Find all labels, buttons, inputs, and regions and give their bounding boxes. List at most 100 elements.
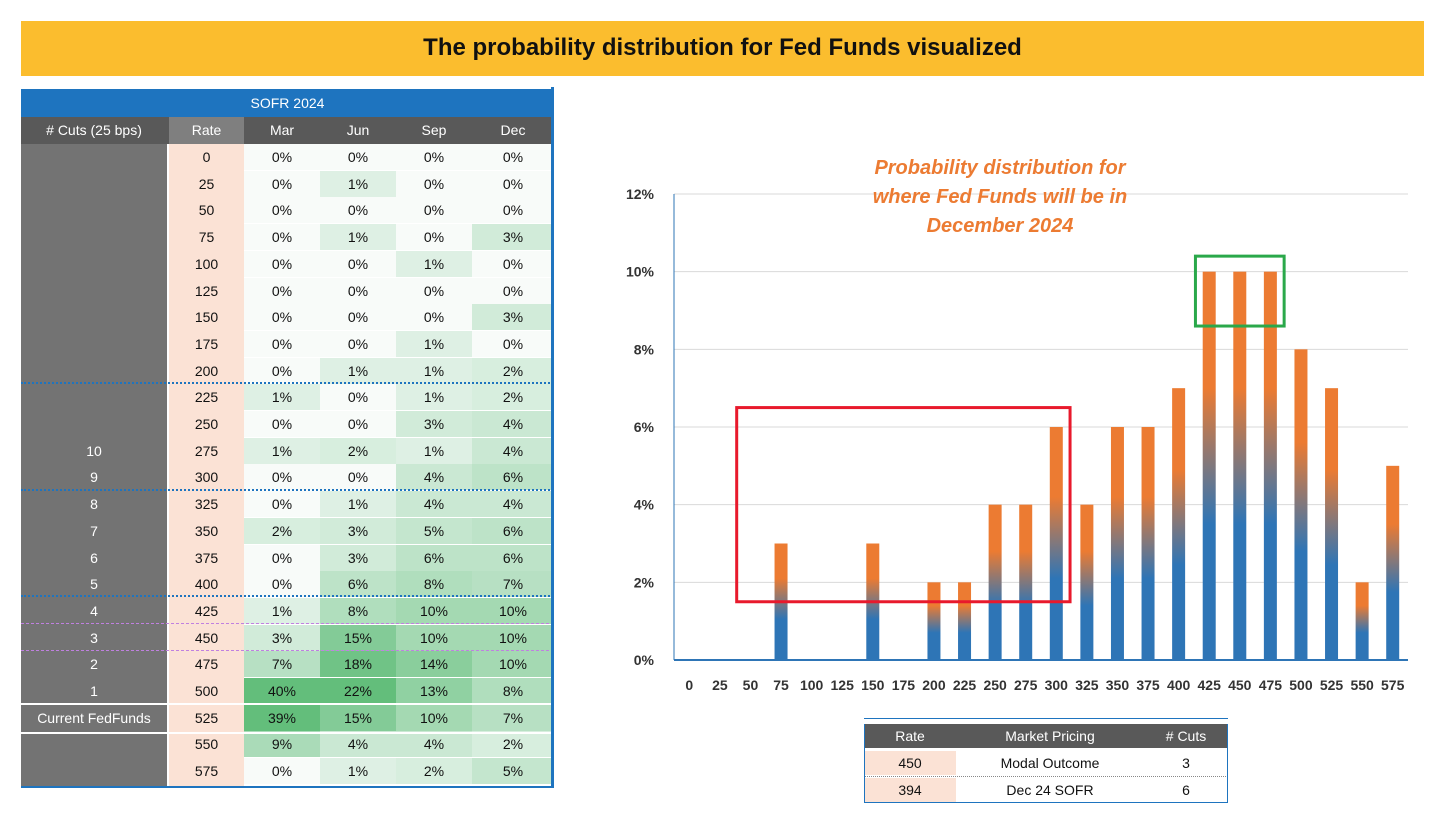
probability-cell: 10% [472, 597, 554, 624]
probability-cell: 9% [244, 731, 320, 758]
probability-cell: 22% [320, 678, 396, 704]
probability-cell: 0% [320, 144, 396, 170]
rate-cell: 200 [194, 362, 219, 379]
sofr-table: SOFR 2024 # Cuts (25 bps) Rate Mar Jun S… [21, 87, 557, 789]
rate-cell: 150 [194, 309, 219, 326]
rate-cell: 50 [198, 202, 215, 219]
cuts-cell: 6 [1182, 782, 1190, 798]
probability-cell: 1% [396, 437, 472, 464]
bar-450 [1233, 271, 1247, 660]
table-row: 450 Modal Outcome 3 [864, 751, 1228, 775]
row-separator [21, 623, 554, 624]
x-tick-label: 225 [953, 677, 977, 693]
probability-cell: 0% [396, 144, 472, 170]
row-separator [21, 703, 554, 705]
rate-cell: 350 [194, 522, 219, 539]
probability-cell: 0% [244, 544, 320, 571]
cuts-cell [21, 224, 167, 250]
probability-cell: 0% [320, 250, 396, 277]
bar-425 [1202, 271, 1216, 660]
probability-cell: 4% [396, 731, 472, 758]
probability-cell: 8% [472, 678, 554, 704]
header-dec: Dec [500, 122, 526, 138]
probability-cell: 0% [472, 170, 554, 197]
probability-cell: 6% [472, 517, 554, 544]
red-highlight-box [735, 406, 1072, 604]
table-row: 9 300 0% 0% 4% 6% [21, 464, 554, 491]
bar-200 [927, 582, 941, 660]
bar-300 [1049, 427, 1063, 660]
header-market-pricing: Market Pricing [1005, 728, 1095, 744]
row-separator [21, 489, 554, 491]
rate-cell: 375 [194, 549, 219, 566]
row-separator [21, 732, 554, 734]
row-separator [21, 650, 554, 651]
rate-cell: 225 [194, 389, 219, 406]
probability-cell: 2% [472, 731, 554, 758]
x-tick-label: 300 [1045, 677, 1069, 693]
x-tick-label: 0 [685, 677, 693, 693]
probability-cell: 0% [244, 491, 320, 518]
row-separator [21, 595, 554, 597]
rate-cell: 400 [194, 576, 219, 593]
probability-cell: 0% [320, 330, 396, 357]
x-tick-label: 575 [1381, 677, 1405, 693]
green-highlight-box [1193, 254, 1286, 328]
cuts-cell [21, 731, 167, 757]
bar-475 [1263, 271, 1277, 660]
cuts-cell [21, 171, 167, 197]
probability-cell: 1% [320, 170, 396, 197]
probability-cell: 0% [244, 144, 320, 170]
probability-cell: 15% [320, 624, 396, 651]
cuts-cell: 4 [90, 602, 98, 619]
probability-cell: 3% [320, 517, 396, 544]
probability-cell: 3% [472, 304, 554, 331]
x-tick-label: 100 [800, 677, 824, 693]
rate-column-bg [169, 144, 244, 786]
probability-cell: 1% [320, 758, 396, 785]
x-tick-label: 200 [922, 677, 946, 693]
cuts-column-bg [21, 144, 167, 786]
cuts-cell [21, 144, 167, 170]
probability-cell: 0% [244, 277, 320, 304]
table-row: 4 425 1% 8% 10% 10% [21, 597, 554, 624]
x-tick-label: 175 [892, 677, 916, 693]
probability-cell: 1% [244, 437, 320, 464]
cuts-cell: Current FedFunds [37, 709, 151, 726]
probability-cell: 0% [244, 224, 320, 251]
market-pricing-header-row [864, 724, 1228, 748]
market-pricing-table: Rate Market Pricing # Cuts 450 Modal Out… [864, 718, 1228, 804]
probability-cell: 0% [244, 170, 320, 197]
x-tick-label: 450 [1228, 677, 1252, 693]
y-tick-label: 6% [634, 419, 655, 435]
table-row: 10 275 1% 2% 1% 4% [21, 437, 554, 464]
probability-cell: 3% [244, 624, 320, 651]
x-tick-label: 50 [743, 677, 759, 693]
cuts-cell [21, 358, 167, 384]
rate-cell: 325 [194, 496, 219, 513]
table-row: 3 450 3% 15% 10% 10% [21, 624, 554, 651]
probability-cell: 4% [472, 437, 554, 464]
probability-cell: 10% [396, 597, 472, 624]
probability-cell: 8% [320, 597, 396, 624]
x-tick-label: 375 [1136, 677, 1160, 693]
bar-225 [958, 582, 972, 660]
table-row: 6 375 0% 3% 6% 6% [21, 544, 554, 571]
table-row: 225 1% 0% 1% 2% [21, 384, 554, 411]
probability-cell: 14% [396, 651, 472, 678]
table-row: 75 0% 1% 0% 3% [21, 224, 554, 251]
x-tick-label: 425 [1198, 677, 1222, 693]
probability-cell: 0% [244, 758, 320, 785]
probability-cell: 1% [396, 384, 472, 411]
table-row: 5 400 0% 6% 8% 7% [21, 571, 554, 598]
table-border [864, 724, 1228, 803]
probability-cell: 1% [320, 491, 396, 518]
bar-500 [1294, 349, 1308, 660]
cuts-cell: 7 [90, 522, 98, 539]
rate-cell: 550 [194, 736, 219, 753]
row-separator [864, 776, 1228, 777]
probability-cell: 0% [396, 304, 472, 331]
rate-cell: 125 [194, 282, 219, 299]
x-tick-label: 500 [1289, 677, 1313, 693]
table-row: 0 0% 0% 0% 0% [21, 144, 554, 170]
